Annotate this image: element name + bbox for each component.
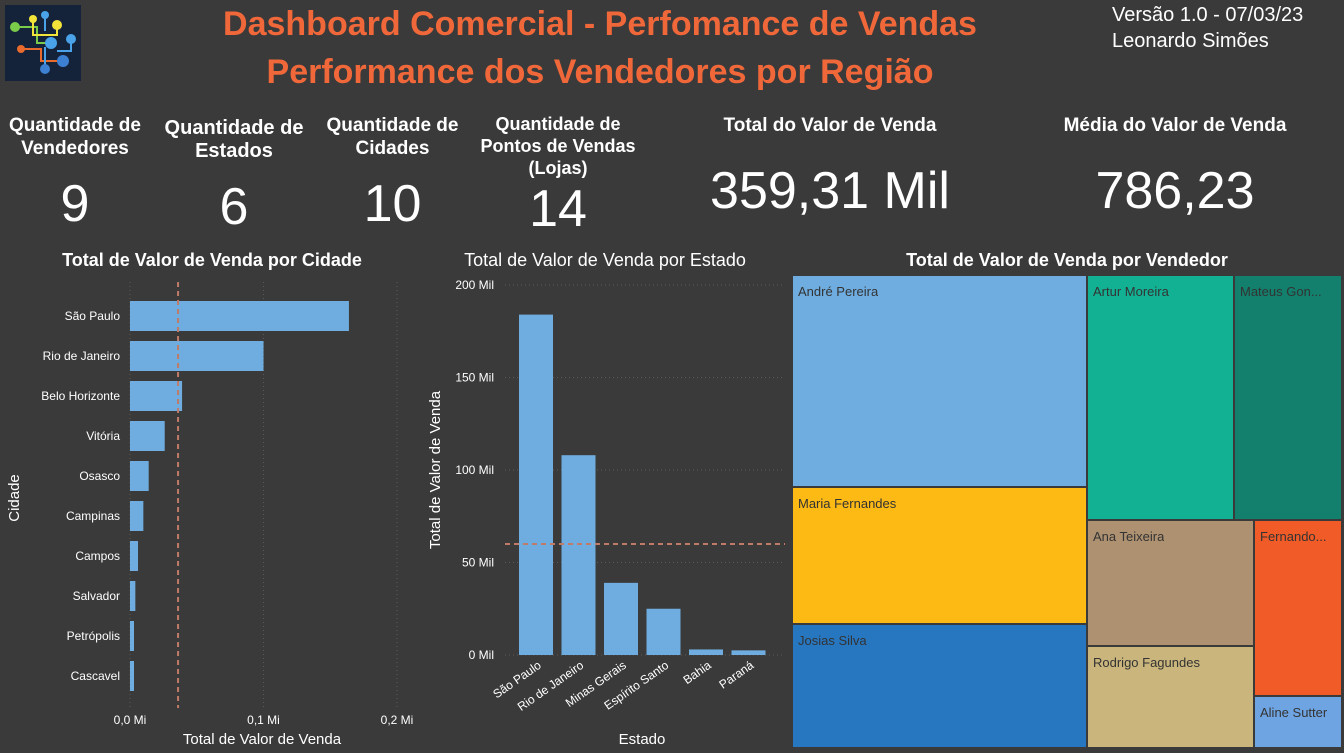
kpi-label: Quantidade de Cidades [326, 115, 459, 159]
x-axis-title: Estado [619, 731, 666, 748]
y-tick-label: 200 Mil [455, 278, 494, 292]
bar-5[interactable] [731, 650, 766, 655]
version-label: Versão 1.0 - 07/03/23 [1112, 4, 1304, 26]
y-tick-label: Petrópolis [67, 629, 120, 643]
bar-0[interactable] [130, 301, 349, 331]
kpi-value: 359,31 Mil [710, 162, 950, 220]
x-tick-label: Paraná [716, 658, 756, 692]
treemap-cell[interactable]: Rodrigo Fagundes [1087, 646, 1254, 748]
y-tick-label: Campinas [66, 509, 120, 523]
treemap-cell[interactable]: Aline Sutter [1254, 696, 1342, 748]
bar-3[interactable] [646, 608, 681, 655]
bar-2[interactable] [130, 381, 183, 411]
bar-6[interactable] [130, 541, 139, 571]
treemap-cell-label: Josias Silva [798, 633, 867, 648]
treemap-cell[interactable]: Artur Moreira [1087, 275, 1234, 520]
chart-title-vendedor: Total de Valor de Venda por Vendedor [906, 250, 1228, 270]
y-tick-label: Cascavel [71, 669, 120, 683]
bar-4[interactable] [130, 461, 149, 491]
bar-8[interactable] [130, 621, 135, 651]
y-tick-label: São Paulo [65, 309, 121, 323]
kpi-label: Média do Valor de Venda [1063, 115, 1287, 136]
treemap-cell[interactable]: Ana Teixeira [1087, 520, 1254, 646]
treemap-cell-label: Aline Sutter [1260, 705, 1328, 720]
bar-5[interactable] [130, 501, 144, 531]
bar-0[interactable] [519, 314, 553, 655]
kpi-value: 6 [219, 178, 249, 236]
kpi-label: Total do Valor de Venda [723, 115, 937, 136]
author-label: Leonardo Simões [1112, 30, 1269, 52]
kpi-card-vendedores[interactable]: Quantidade de Vendedores 9 [0, 114, 150, 234]
x-tick-label: 0,2 Mi [381, 713, 414, 727]
bar-3[interactable] [130, 421, 165, 451]
dashboard-subtitle: Performance dos Vendedores por Região [266, 53, 934, 91]
treemap-cell-label: Maria Fernandes [798, 496, 897, 511]
y-tick-label: Campos [75, 549, 120, 563]
chart-title-cidade: Total de Valor de Venda por Cidade [62, 250, 362, 270]
bar-1[interactable] [130, 341, 264, 371]
bar-9[interactable] [130, 661, 135, 691]
treemap-cell[interactable]: André Pereira [792, 275, 1087, 487]
kpi-label: Quantidade de Pontos de Vendas (Lojas) [480, 114, 636, 178]
circuit-logo-icon [10, 11, 76, 74]
kpi-value: 14 [529, 180, 587, 238]
kpi-value: 10 [363, 175, 422, 233]
y-tick-label: 50 Mil [462, 556, 494, 570]
logo [5, 5, 81, 81]
kpi-card-estados[interactable]: Quantidade de Estados 6 [155, 117, 313, 237]
x-tick-label: Bahia [681, 658, 714, 687]
y-tick-label: Vitória [86, 429, 120, 443]
y-tick-label: Salvador [73, 589, 120, 603]
y-tick-label: Rio de Janeiro [43, 349, 121, 363]
kpi-label: Quantidade de Vendedores [9, 115, 141, 159]
y-tick-label: 150 Mil [455, 371, 494, 385]
bar-7[interactable] [130, 581, 136, 611]
y-axis-title: Total de Valor de Venda [427, 390, 444, 549]
treemap-cell[interactable]: Mateus Gon... [1234, 275, 1342, 520]
treemap-cell[interactable]: Maria Fernandes [792, 487, 1087, 624]
x-tick-label: 0,1 Mi [247, 713, 280, 727]
treemap-vendedor[interactable]: André Pereira Maria Fernandes Josias Silva… [792, 275, 1342, 748]
bar-4[interactable] [689, 649, 723, 655]
bar-1[interactable] [561, 455, 596, 655]
dashboard-title: Dashboard Comercial - Perfomance de Vend… [223, 5, 977, 43]
x-tick-label: 0,0 Mi [114, 713, 147, 727]
kpi-value: 9 [60, 175, 90, 233]
bar-chart-cidade[interactable]: 0,0 Mi 0,1 Mi 0,2 Mi São Paulo Rio de Janeir… [0, 270, 430, 753]
y-axis-title: Cidade [6, 474, 23, 522]
version-info: Versão 1.0 - 07/03/23 Leonardo Simões [1112, 2, 1303, 54]
treemap-cell[interactable]: Fernando... [1254, 520, 1342, 696]
kpi-card-media-venda[interactable]: Média do Valor de Venda 786,23 [1025, 114, 1325, 221]
bar-2[interactable] [604, 582, 638, 655]
y-tick-label: Belo Horizonte [41, 389, 120, 403]
y-tick-label: Osasco [79, 469, 120, 483]
treemap-cell-label: Mateus Gon... [1240, 284, 1322, 299]
kpi-card-lojas[interactable]: Quantidade de Pontos de Vendas (Lojas) 14 [478, 113, 638, 239]
treemap-cell-label: André Pereira [798, 284, 879, 299]
treemap-cell[interactable]: Josias Silva [792, 624, 1087, 748]
kpi-card-total-venda[interactable]: Total do Valor de Venda 359,31 Mil [680, 114, 980, 221]
treemap-cell-label: Rodrigo Fagundes [1093, 655, 1200, 670]
kpi-value: 786,23 [1095, 162, 1255, 220]
kpi-label: Quantidade de Estados [164, 117, 304, 162]
treemap-cell-label: Artur Moreira [1093, 284, 1169, 299]
y-tick-label: 100 Mil [455, 463, 494, 477]
x-axis-title: Total de Valor de Venda [183, 731, 342, 748]
treemap-cell-label: Ana Teixeira [1093, 529, 1165, 544]
chart-title-estado: Total de Valor de Venda por Estado [464, 250, 746, 270]
kpi-card-cidades[interactable]: Quantidade de Cidades 10 [320, 114, 465, 234]
treemap-cell-label: Fernando... [1260, 529, 1327, 544]
y-tick-label: 0 Mil [469, 648, 494, 662]
